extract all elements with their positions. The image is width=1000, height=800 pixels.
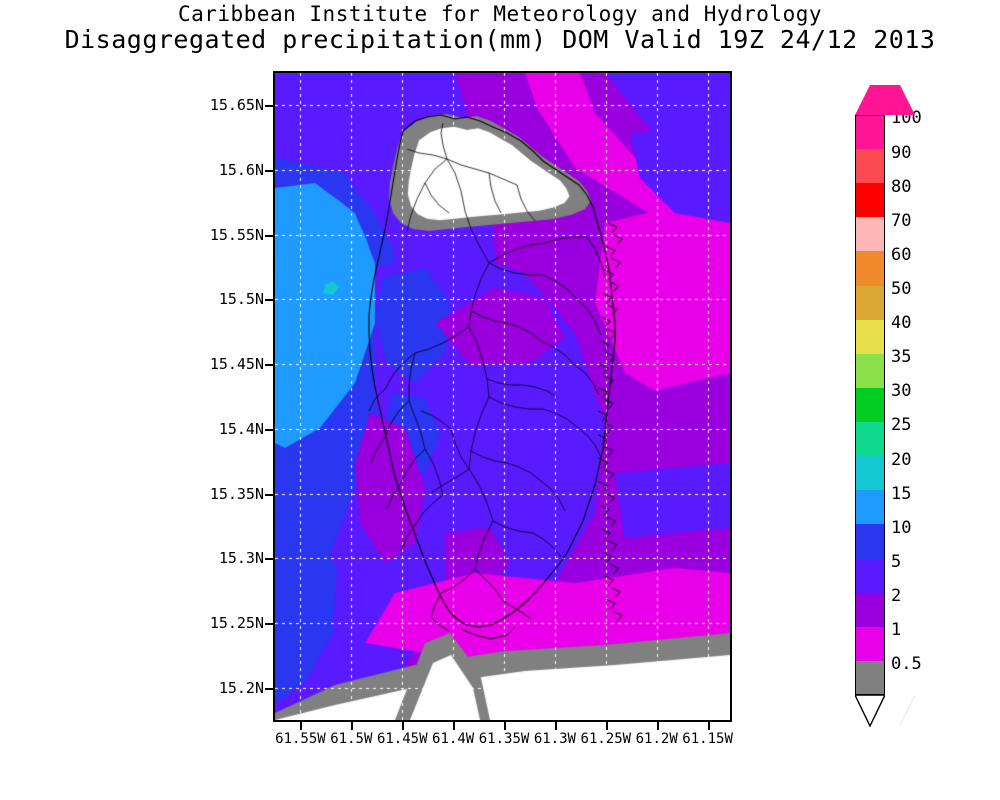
x-axis-tick-label: 61.55W xyxy=(275,731,326,747)
y-axis-tick-mark xyxy=(265,687,273,690)
colorbar-band xyxy=(855,422,885,457)
x-axis-tick-label: 61.4W xyxy=(432,731,475,747)
y-axis-tick-mark xyxy=(265,105,273,108)
colorbar-band xyxy=(855,626,885,661)
x-axis-tick-mark xyxy=(605,722,608,730)
y-axis-tick-label: 15.25N xyxy=(209,613,264,632)
colorbar-tick-label: 60 xyxy=(891,244,912,265)
colorbar-tick-label: 15 xyxy=(891,483,912,504)
y-axis-tick-label: 15.5N xyxy=(218,290,264,309)
x-axis-tick-label: 61.2W xyxy=(635,731,678,747)
colorbar-tick-label: 30 xyxy=(891,381,912,402)
coastline-and-rivers xyxy=(275,73,730,720)
y-axis-tick-mark xyxy=(265,364,273,367)
colorbar-tick-label: 25 xyxy=(891,415,912,436)
y-axis-tick-label: 15.2N xyxy=(218,678,264,697)
x-axis-tick-mark xyxy=(554,722,557,730)
x-axis-labels: 61.55W 61.5W 61.45W 61.4W 61.35W 61.3W 61.25W 6… xyxy=(0,731,1000,755)
y-axis-tick-label: 15.4N xyxy=(218,419,264,438)
colorbar-under-arrow-outline xyxy=(853,694,887,728)
y-axis-tick-label: 15.55N xyxy=(209,225,264,244)
colorbar-band xyxy=(855,660,885,695)
x-axis-tick-label: 61.25W xyxy=(580,731,632,747)
chart-title-main: Disaggregated precipitation(mm) DOM Vali… xyxy=(64,25,936,54)
y-axis-tick-mark xyxy=(265,558,273,561)
colorbar-tick-label: 2 xyxy=(891,586,902,607)
colorbar-band xyxy=(855,558,885,593)
y-axis-tick-mark xyxy=(265,428,273,431)
x-axis-tick-mark xyxy=(707,722,710,730)
colorbar-tick-label: 20 xyxy=(891,449,912,470)
y-axis-labels: 15.65N 15.6N 15.55N 15.5N 15.45N 15.4N 15.35N 1… xyxy=(160,71,264,722)
colorbar-band xyxy=(855,251,885,286)
colorbar-band xyxy=(855,592,885,627)
x-axis-tick-label: 61.45W xyxy=(376,731,428,747)
y-axis-tick-mark xyxy=(265,170,273,173)
x-axis-tick-mark xyxy=(504,722,507,730)
colorbar-band xyxy=(855,490,885,525)
colorbar-band xyxy=(855,387,885,423)
y-axis-tick-label: 15.45N xyxy=(209,355,264,374)
x-axis-tick-mark xyxy=(453,722,456,730)
colorbar-band xyxy=(855,115,885,150)
colorbar-band xyxy=(855,149,885,184)
x-axis-tick-mark xyxy=(656,722,659,730)
colorbar-tick-label: 40 xyxy=(891,313,912,334)
colorbar-band xyxy=(855,456,885,491)
map-plot-area xyxy=(273,71,732,722)
colorbar-tick-label: 35 xyxy=(891,347,912,368)
x-axis-tick-label: 61.5W xyxy=(330,731,373,747)
y-axis-tick-mark xyxy=(265,299,273,302)
chart-title-block: Caribbean Institute for Meteorology and … xyxy=(0,2,1000,54)
colorbar-tick-label: 10 xyxy=(891,517,912,538)
colorbar-tick-label: 80 xyxy=(891,176,912,197)
x-axis-tick-label: 61.35W xyxy=(478,731,530,747)
x-axis-tick-label: 61.15W xyxy=(682,731,733,747)
x-axis-tick-mark xyxy=(351,722,354,730)
y-axis-tick-label: 15.3N xyxy=(218,549,264,568)
colorbar-tick-label: 90 xyxy=(891,142,912,163)
colorbar-band xyxy=(855,353,885,388)
colorbar-tick-label: 5 xyxy=(891,551,902,572)
precipitation-colorbar: 100 90 80 70 60 50 40 35 30 25 20 15 10 5 2 1 0.5 xyxy=(853,85,922,728)
colorbar-over-arrow-icon xyxy=(855,85,915,115)
colorbar-band xyxy=(855,319,885,354)
y-axis-tick-mark xyxy=(265,493,273,496)
x-axis-tick-mark xyxy=(300,722,303,730)
colorbar-band xyxy=(855,524,885,559)
colorbar-tick-label: 70 xyxy=(891,210,912,231)
colorbar-band xyxy=(855,183,885,218)
colorbar-tick-label: 1 xyxy=(891,620,902,641)
chart-title-institute: Caribbean Institute for Meteorology and … xyxy=(177,2,822,26)
x-axis-tick-label: 61.3W xyxy=(533,731,576,747)
colorbar-tick-label: 0.5 xyxy=(891,654,922,675)
y-axis-tick-mark xyxy=(265,622,273,625)
x-axis-tick-mark xyxy=(402,722,405,730)
y-axis-tick-label: 15.65N xyxy=(209,96,264,115)
y-axis-tick-label: 15.35N xyxy=(209,484,264,503)
colorbar-band xyxy=(855,285,885,320)
colorbar-band xyxy=(855,217,885,252)
y-axis-tick-label: 15.6N xyxy=(218,161,264,180)
colorbar-tick-label: 50 xyxy=(891,279,912,299)
y-axis-tick-mark xyxy=(265,234,273,237)
